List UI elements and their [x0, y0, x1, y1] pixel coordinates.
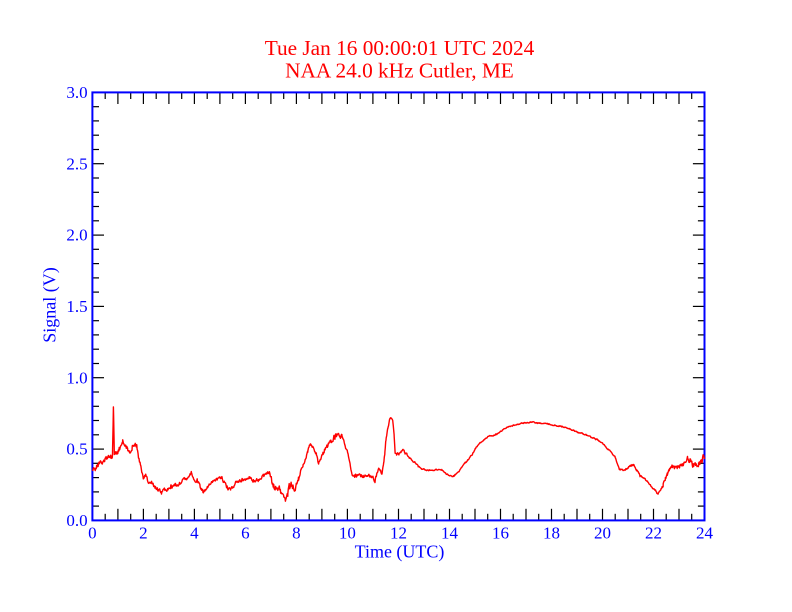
- svg-text:1.0: 1.0: [66, 368, 87, 387]
- svg-text:Tue Jan 16 00:00:01 UTC 2024: Tue Jan 16 00:00:01 UTC 2024: [265, 36, 535, 60]
- svg-text:16: 16: [492, 524, 509, 543]
- svg-text:20: 20: [594, 524, 611, 543]
- svg-text:18: 18: [543, 524, 560, 543]
- svg-text:8: 8: [292, 524, 301, 543]
- svg-text:NAA 24.0 kHz Cutler, ME: NAA 24.0 kHz Cutler, ME: [285, 59, 514, 83]
- svg-text:Time (UTC): Time (UTC): [355, 541, 445, 562]
- svg-text:2.5: 2.5: [66, 154, 87, 173]
- svg-text:22: 22: [645, 524, 662, 543]
- svg-text:3.0: 3.0: [66, 83, 87, 102]
- svg-text:0.0: 0.0: [66, 511, 87, 530]
- svg-text:0.5: 0.5: [66, 440, 87, 459]
- svg-text:2: 2: [139, 524, 148, 543]
- svg-text:4: 4: [190, 524, 199, 543]
- svg-text:24: 24: [696, 524, 714, 543]
- svg-text:12: 12: [390, 524, 407, 543]
- svg-text:6: 6: [241, 524, 250, 543]
- svg-text:Signal (V): Signal (V): [40, 267, 61, 343]
- svg-text:2.0: 2.0: [66, 226, 87, 245]
- svg-text:10: 10: [339, 524, 356, 543]
- svg-text:14: 14: [441, 524, 459, 543]
- svg-text:0: 0: [88, 524, 97, 543]
- svg-text:1.5: 1.5: [66, 297, 87, 316]
